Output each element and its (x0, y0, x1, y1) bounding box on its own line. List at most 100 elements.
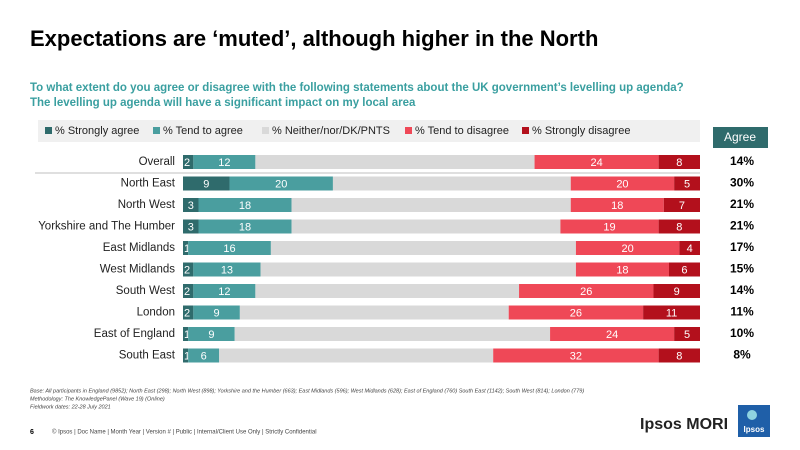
category-label: Yorkshire and The Humber (38, 221, 175, 233)
data-label: 9 (674, 286, 680, 298)
legend-label: % Strongly agree (55, 125, 139, 137)
bar-segment (570, 198, 664, 212)
logo-text: Ipsos (744, 425, 765, 434)
legend-swatch (262, 127, 269, 134)
bar-segment (653, 284, 700, 298)
agree-value: 8% (733, 348, 751, 362)
category-label: London (137, 307, 175, 319)
data-label: 7 (679, 200, 685, 212)
legend-swatch (45, 127, 52, 134)
data-label: 8 (676, 350, 682, 362)
agree-value: 21% (730, 219, 754, 233)
bar-segment (229, 176, 333, 191)
bar-segment (674, 176, 700, 191)
legend-label: % Tend to disagree (415, 125, 509, 137)
note: Methodology: The KnowledgePanel (Wave 19… (30, 396, 165, 402)
legend-label: % Strongly disagree (532, 125, 630, 137)
data-label: 20 (275, 178, 287, 190)
data-label: 8 (676, 221, 682, 233)
bar-segment (183, 219, 199, 234)
bar-segment (193, 155, 256, 169)
data-label: 2 (184, 286, 190, 298)
legend-box (38, 120, 700, 142)
subtitle: To what extent do you agree or disagree … (30, 82, 684, 94)
bar-segment (188, 241, 271, 255)
bar-segment (183, 262, 194, 277)
bar-segment (663, 198, 700, 212)
data-label: 8 (676, 157, 682, 169)
bar-segment (658, 219, 700, 234)
data-label: 12 (218, 157, 230, 169)
bar-segment (188, 348, 220, 363)
bar-segment (508, 305, 644, 320)
bar-segment (239, 305, 509, 320)
bar-segment (193, 262, 261, 277)
bar-segment (575, 241, 680, 255)
bar-segment (198, 219, 292, 234)
agree-value: 14% (730, 154, 754, 168)
bar-segment (674, 327, 700, 341)
bar-segment (193, 284, 256, 298)
category-label: South East (119, 350, 176, 362)
bar-segment (234, 327, 551, 341)
agree-header-box (713, 127, 768, 148)
bar-segment (255, 284, 520, 298)
data-label: 18 (616, 264, 628, 276)
bar-segment (570, 176, 675, 191)
data-label: 32 (570, 350, 582, 362)
bar-segment (658, 155, 700, 169)
data-label: 18 (239, 200, 251, 212)
data-label: 11 (666, 307, 677, 319)
data-label: 2 (184, 157, 190, 169)
agree-value: 14% (730, 283, 754, 297)
data-label: 9 (208, 329, 214, 341)
note: Base: All participants in England (9852)… (30, 388, 584, 394)
bar-segment (183, 284, 194, 298)
data-label: 24 (590, 157, 602, 169)
bar-segment (255, 155, 535, 169)
bar-segment (291, 219, 561, 234)
bar-segment (560, 219, 659, 234)
brand: Ipsos MORI (640, 416, 728, 433)
bar-segment (193, 305, 240, 320)
bar-segment (183, 198, 199, 212)
data-label: 3 (188, 200, 194, 212)
agree-value: 30% (730, 176, 754, 190)
bar-segment (658, 348, 700, 363)
data-label: 5 (684, 178, 690, 190)
bar-segment (183, 305, 194, 320)
bar-segment (183, 176, 230, 191)
data-label: 3 (188, 221, 194, 233)
data-label: 1 (184, 350, 190, 362)
bar-segment (332, 176, 571, 191)
data-label: 18 (611, 200, 623, 212)
agree-value: 21% (730, 197, 754, 211)
bar-segment (183, 348, 189, 363)
data-label: 9 (214, 307, 220, 319)
legend-label: % Tend to agree (163, 125, 243, 137)
bar-segment (183, 241, 189, 255)
logo-shape (747, 410, 757, 420)
agree-value: 15% (730, 262, 754, 276)
data-label: 24 (606, 329, 618, 341)
bar-segment (183, 327, 189, 341)
data-label: 20 (616, 178, 628, 190)
legend-swatch (405, 127, 412, 134)
category-label: North East (121, 178, 176, 190)
bar-segment (668, 262, 700, 277)
bar-segment (183, 155, 194, 169)
agree-value: 11% (730, 305, 754, 319)
bar-segment (219, 348, 494, 363)
bar-segment (534, 155, 659, 169)
data-label: 6 (201, 350, 207, 362)
data-label: 19 (603, 221, 615, 233)
category-label: South West (116, 285, 176, 297)
agree-value: 10% (730, 326, 754, 340)
bar-segment (291, 198, 571, 212)
bar-segment (188, 327, 235, 341)
note: Fieldwork dates: 22-28 July 2021 (30, 404, 111, 410)
legend-label: % Neither/nor/DK/PNTS (272, 125, 390, 137)
category-label: East Midlands (103, 242, 175, 254)
data-label: 12 (218, 286, 230, 298)
